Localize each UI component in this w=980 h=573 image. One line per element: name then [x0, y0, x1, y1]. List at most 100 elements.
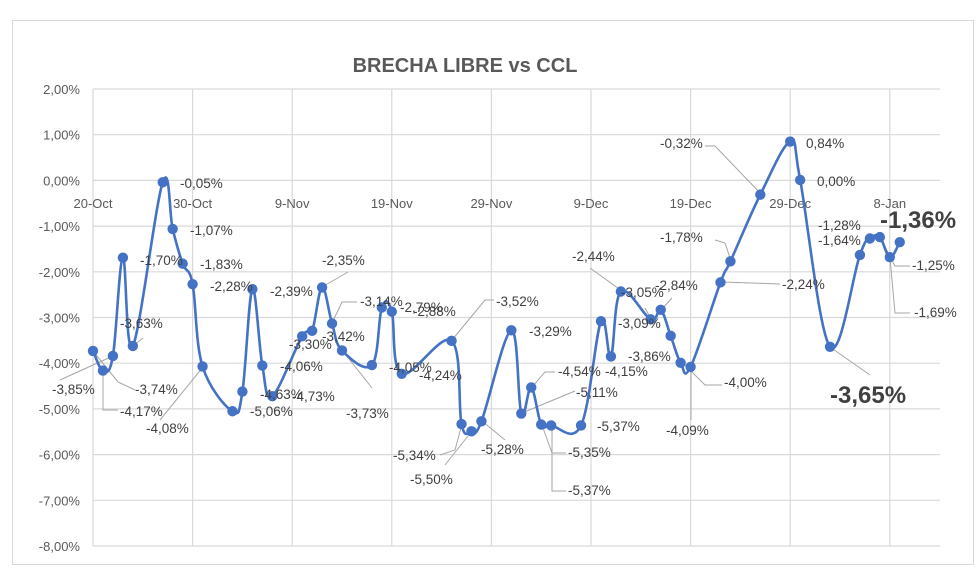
data-label: -1,83%	[200, 257, 243, 272]
data-label: 0,00%	[817, 174, 855, 189]
data-point	[167, 223, 178, 235]
data-label: -1,69%	[914, 305, 957, 320]
data-point	[386, 306, 397, 317]
data-label: -3,73%	[346, 406, 389, 421]
y-tick-label: -5,00%	[39, 402, 81, 417]
data-label: -5,50%	[410, 472, 453, 487]
data-point	[536, 419, 547, 430]
data-point	[894, 236, 905, 248]
data-point	[794, 174, 806, 186]
highlighted-data-label: -3,65%	[830, 382, 906, 409]
data-point	[257, 360, 268, 371]
data-point	[316, 282, 328, 293]
leader-line	[439, 423, 463, 456]
data-label: -4,06%	[280, 359, 323, 374]
data-point	[466, 426, 477, 437]
data-point	[476, 416, 487, 427]
leader-line	[444, 430, 473, 466]
data-label: -3,52%	[496, 294, 539, 309]
data-point	[675, 357, 686, 368]
data-label: -2,44%	[572, 249, 615, 264]
y-tick-label: -6,00%	[39, 448, 81, 463]
data-label: -2,84%	[655, 278, 698, 293]
data-label: 0,84%	[806, 136, 844, 151]
data-point	[157, 177, 168, 188]
data-point	[237, 386, 248, 397]
data-point	[864, 233, 876, 244]
x-tick-label: 30-Oct	[173, 196, 212, 211]
x-tick-label: 9-Nov	[275, 196, 310, 211]
leader-line	[720, 281, 781, 285]
data-label: -4,63%	[260, 387, 303, 402]
data-label: -1,07%	[190, 223, 233, 238]
leader-line	[102, 371, 118, 411]
y-tick-label: -1,00%	[39, 219, 81, 234]
y-tick-label: -4,00%	[39, 356, 81, 371]
data-point	[755, 189, 766, 200]
y-tick-label: -7,00%	[39, 493, 81, 508]
data-label: -2,39%	[270, 284, 313, 299]
data-point	[117, 252, 129, 263]
data-label: -4,05%	[389, 360, 432, 375]
data-label: -5,11%	[576, 385, 618, 400]
data-point	[605, 351, 617, 362]
data-label: -2,24%	[782, 277, 825, 292]
data-point	[884, 252, 895, 263]
chart-title: BRECHA LIBRE vs CCL	[352, 55, 578, 77]
data-point	[446, 335, 457, 347]
data-label: -0,05%	[180, 176, 223, 191]
highlighted-data-label: -1,36%	[880, 207, 956, 234]
data-point	[376, 302, 388, 313]
data-label: -2,35%	[322, 253, 365, 268]
chart-frame	[12, 20, 974, 565]
data-point	[785, 136, 796, 147]
data-label: -3,29%	[529, 324, 572, 339]
data-point	[854, 249, 866, 261]
data-point	[127, 340, 139, 352]
data-point	[306, 325, 318, 337]
x-tick-label: 19-Dec	[670, 196, 712, 211]
leader-line	[705, 145, 762, 195]
data-label: -3,86%	[628, 349, 671, 364]
data-label: -3,74%	[135, 382, 178, 397]
data-label: -5,37%	[568, 483, 611, 498]
leader-line	[451, 299, 494, 341]
x-tick-label: 8-Jan	[874, 196, 907, 211]
data-point	[247, 284, 258, 295]
data-point	[187, 278, 198, 290]
data-label: -5,28%	[481, 442, 524, 457]
data-label: -1,64%	[818, 233, 861, 248]
data-label: -3,30%	[289, 337, 332, 352]
data-label: -1,28%	[818, 218, 861, 233]
data-label: -4,09%	[666, 423, 709, 438]
grid-lines	[92, 88, 940, 547]
leader-line	[59, 355, 114, 381]
data-label: -3,85%	[52, 382, 95, 397]
data-label: -5,34%	[393, 448, 436, 463]
data-point	[506, 325, 517, 336]
data-point	[296, 331, 308, 342]
x-tick-label: 20-Oct	[73, 196, 112, 211]
x-axis-ticks: 20-Oct 30-Oct 9-Nov 19-Nov 29-Nov 9-Dec 19-Dec…	[73, 196, 906, 211]
data-label: -4,73%	[292, 389, 335, 404]
x-tick-label: 29-Nov	[470, 196, 512, 211]
y-tick-label: -3,00%	[39, 311, 81, 326]
leader-line	[481, 420, 506, 441]
leader-line	[829, 346, 871, 376]
data-label: -3,63%	[120, 316, 163, 331]
data-label: -3,05%	[621, 285, 664, 300]
data-label: -2,28%	[210, 279, 253, 294]
y-tick-label: -8,00%	[39, 539, 81, 554]
x-tick-label: 19-Nov	[371, 196, 413, 211]
label-leader-lines	[59, 145, 910, 492]
leader-line	[331, 301, 357, 324]
data-label: -4,15%	[605, 364, 648, 379]
data-label: -4,24%	[419, 368, 462, 383]
data-point	[107, 350, 119, 362]
data-label: -2,79%	[400, 300, 443, 315]
data-point	[874, 231, 886, 243]
data-point	[97, 365, 109, 376]
data-point	[227, 406, 238, 417]
data-point	[456, 418, 467, 430]
data-point	[396, 368, 407, 379]
